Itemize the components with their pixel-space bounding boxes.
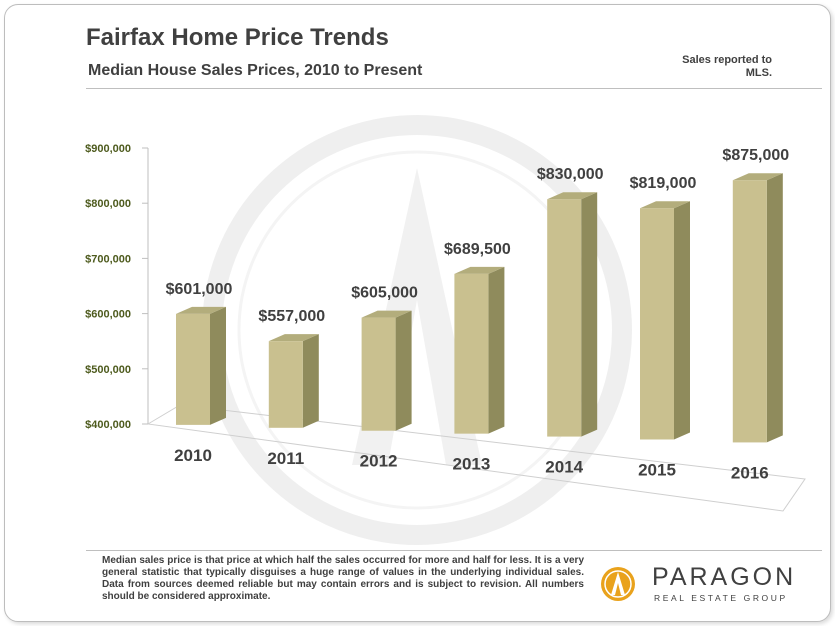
chart-title: Fairfax Home Price Trends [86,24,389,51]
y-tick-label: $400,000 [85,419,131,431]
source-note: Sales reported to MLS. [682,54,772,79]
x-tick-label: 2012 [360,452,398,471]
bar-side [210,306,226,425]
bar-side [766,173,783,443]
chart-axes [146,148,806,512]
x-tick-label: 2014 [545,458,583,477]
x-tick-label: 2013 [452,455,490,474]
bar-front [454,273,489,434]
chart-subtitle: Median House Sales Prices, 2010 to Prese… [88,62,423,79]
bar-front [176,313,210,425]
x-tick-label: 2011 [267,449,304,468]
y-tick-label: $700,000 [85,253,131,265]
bar-2012 [361,310,412,431]
bar-top [640,201,690,209]
y-tick-label: $800,000 [85,198,131,210]
x-tick-label: 2010 [174,446,212,465]
bar-top [268,334,319,342]
bar-2011 [268,334,319,428]
data-label: $875,000 [722,147,789,164]
y-tick-label: $500,000 [85,364,131,376]
bar-side [395,310,412,431]
bar-front [361,317,396,431]
chart-floor [146,404,806,512]
data-label: $830,000 [537,166,604,183]
bars [176,173,783,443]
y-tick-label: $600,000 [85,309,131,321]
data-labels: $601,000 $557,000 $605,000 $689,500 $830,000… [166,147,790,325]
bar-2014 [547,192,598,437]
bar-2013 [454,266,505,434]
bar-side [488,266,505,434]
x-axis-ticks: 2010 2011 2012 2013 2014 2015 2016 [174,446,769,483]
logo-tagline: REAL ESTATE GROUP [654,593,788,603]
bar-2010 [176,306,226,425]
slide-frame [4,4,831,622]
bar-front [640,208,674,440]
data-label: $557,000 [258,308,325,325]
y-tick-label: $900,000 [85,143,131,155]
bar-top [454,266,505,274]
bar-side [674,201,690,440]
paragon-logo-icon [601,567,635,601]
data-label: $605,000 [351,285,418,302]
bar-2015 [640,201,690,440]
footer-divider [86,550,822,551]
bar-top [732,173,783,181]
data-label: $601,000 [166,281,233,298]
bar-top [361,310,412,318]
bar-front [268,341,303,428]
header-divider [86,88,822,89]
bar-2016 [732,173,783,443]
bar-side [581,192,598,437]
bar-top [547,192,598,200]
bar-side [302,334,319,428]
x-tick-label: 2016 [731,463,769,482]
x-tick-label: 2015 [638,460,676,479]
bar-front [547,199,582,437]
logo-wordmark: PARAGON [652,563,797,591]
y-axis-ticks: $400,000 $500,000 $600,000 $700,000 $800,000… [85,143,148,431]
footnote: Median sales price is that price at whic… [102,555,584,602]
data-label: $819,000 [630,175,697,192]
bar-top [176,306,226,314]
bar-front [732,180,767,443]
data-label: $689,500 [444,241,511,258]
